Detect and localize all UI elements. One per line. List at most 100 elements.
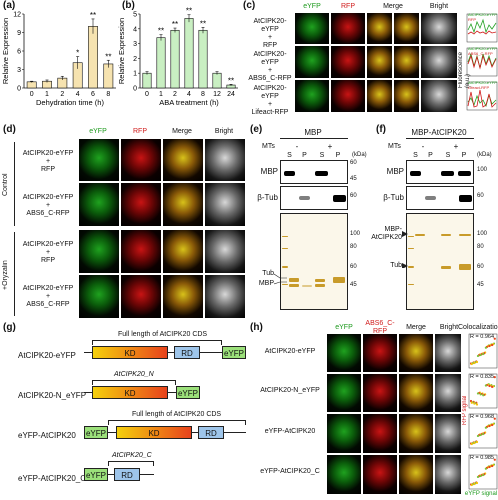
c-header-eyfp: eYFP: [303, 3, 321, 10]
chart-b-xtick-label: 4: [187, 91, 191, 98]
e-blot1: [280, 160, 348, 184]
c-row3-rfp-image: [330, 79, 366, 113]
c-row1-label: AtCIPK20-eYFP + RFP: [253, 18, 287, 49]
e-blot1-label: MBP: [260, 167, 278, 176]
d-row2-eyfp-image: [78, 182, 120, 227]
chart-a-ytick-label: 0: [17, 86, 21, 93]
h-row1-eyfp-image: [326, 333, 362, 373]
f-gel-tub-label: Tub: [390, 262, 402, 269]
c-row3-eyfp-image: [294, 79, 330, 113]
f-blot1-mark-100: 100: [477, 167, 488, 173]
h-coloc-point: [484, 426, 487, 429]
h-row2-merge-image: [398, 373, 434, 413]
e-blot2-label: β-Tub: [257, 193, 278, 202]
d-row1-bright-image: [204, 138, 246, 182]
g-construct1-name: AtCIPK20-eYFP: [18, 351, 76, 360]
e-mts-label: MTs: [262, 143, 275, 150]
chart-b-ytick-label: 2: [133, 56, 137, 63]
e-gel-pointer: [274, 273, 287, 285]
h-coloc-point: [488, 384, 491, 388]
e-gel-mbp-label: MBP: [258, 280, 274, 287]
h-coloc-point: [482, 352, 485, 356]
chart-b-xtick-label: 1: [159, 91, 163, 98]
h-row2-rfp-image: [362, 373, 398, 413]
h-coloc-point: [475, 403, 479, 406]
chart-a-ylabel: Relative Expression: [1, 18, 10, 84]
chart-b-bar: [170, 29, 180, 89]
h-coloc-point: [488, 465, 491, 469]
d-row4-label: AtCIPK20-eYFP + ABS6_C-RFP: [22, 285, 74, 308]
g-construct2-eyfp: eYFP: [176, 386, 200, 399]
d-row2-merge-image: [162, 182, 204, 227]
g-construct4-bracket: [108, 461, 154, 466]
chart-b-ytick-label: 4: [133, 26, 137, 33]
chart-b-ytick-label: 5: [133, 12, 137, 19]
h-coloc-point: [470, 362, 473, 366]
chart-b-significance: **: [158, 27, 164, 36]
chart-b-xtick-label: 12: [213, 91, 221, 98]
h-coloc-point: [473, 441, 476, 445]
h-coloc-point: [475, 360, 479, 364]
d-row2-label: AtCIPK20-eYFP + ABS6_C-RFP: [22, 194, 74, 217]
d-row1-rfp-image: [120, 138, 162, 182]
g-construct2-bracket: [92, 380, 176, 385]
h-coloc-point: [491, 423, 494, 427]
chart-b-ytick-label: 3: [133, 41, 137, 48]
chart-b-significance: **: [172, 20, 178, 29]
g-construct4-name: eYFP-AtCIPK20_C: [18, 474, 87, 483]
c-profile-legend-1: AtCIPK20-eYFP RFP: [468, 12, 497, 22]
d-row2-rfp-image: [120, 182, 162, 227]
chart-a-significance: **: [105, 52, 111, 61]
f-kda: (kDa): [477, 152, 492, 158]
chart-b-xlabel: ABA treatment (h): [159, 98, 219, 107]
h-coloc-point: [473, 402, 476, 405]
e-gel-tub-label: Tub: [262, 270, 274, 277]
h-row1-rfp-image: [362, 333, 398, 373]
e-title-rule: [280, 138, 348, 139]
h-coloc-frame: [468, 373, 498, 409]
chart-b-bar: [212, 72, 222, 89]
e-mts-minus: -: [295, 142, 299, 151]
h-coloc-point: [479, 433, 482, 437]
h-coloc-point: [470, 483, 473, 487]
e-gel-mark-80: 80: [350, 244, 357, 250]
chart-b-xtick-label: 2: [173, 91, 177, 98]
chart-b-significance: **: [186, 7, 192, 16]
panel-label-b: (b): [122, 0, 135, 11]
f-lane-p2: P: [461, 152, 467, 159]
h-row3-merge-image: [398, 413, 434, 454]
e-lane-p1: P: [302, 152, 307, 159]
h-coloc-point: [482, 473, 485, 477]
f-blot2: [406, 186, 474, 210]
e-mts-plus: +: [327, 142, 333, 151]
f-title-rule: [406, 138, 474, 139]
chart-b-ytick-label: 1: [133, 71, 137, 78]
f-blot2-mark-60: 60: [477, 193, 484, 199]
h-coloc-point: [476, 392, 480, 395]
h-row3-rfp-image: [362, 413, 398, 454]
f-mts-minus: -: [421, 142, 425, 151]
h-row2-bright-image: [434, 373, 462, 413]
g-construct2-name: AtCIPK20-N_eYFP: [18, 391, 87, 400]
d-header-merge: Merge: [172, 128, 192, 135]
e-blot1-mark-45: 45: [350, 176, 357, 182]
e-blot2: [280, 186, 348, 210]
g-construct1-bracket: [92, 340, 222, 345]
chart-a-xtick-label: 8: [106, 91, 110, 98]
chart-a-xtick-label: 4: [76, 91, 80, 98]
c-row2-rfp-image: [330, 45, 366, 79]
h-row4-r: R = 0.985: [470, 455, 495, 461]
f-gel: [406, 213, 474, 310]
c-profile-ylabel: Fluorescence (a.u.): [458, 51, 471, 88]
chart-b-significance: **: [228, 76, 234, 85]
h-row4-label: eYFP-AtCIPK20_C: [260, 468, 320, 475]
h-coloc-point: [479, 474, 482, 478]
h-coloc-point: [484, 346, 487, 349]
h-row4-rfp-image: [362, 454, 398, 495]
h-coloc-point: [476, 434, 480, 438]
h-coloc-point: [482, 394, 485, 397]
c-profile-legend-3: AtCIPK20-eYFP Lifeact-RFP: [468, 80, 497, 90]
panel-label-e: (e): [250, 124, 263, 135]
e-lane-s2: S: [319, 152, 325, 159]
chart-a-bar: [88, 26, 98, 89]
